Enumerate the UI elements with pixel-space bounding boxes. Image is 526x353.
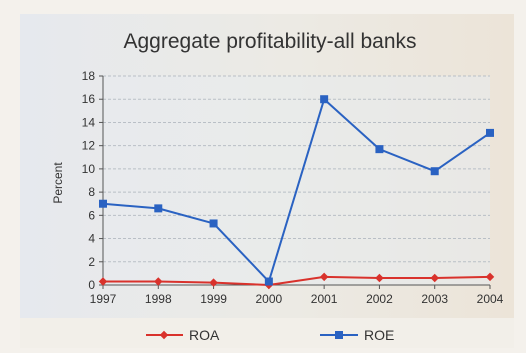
data-point-roa xyxy=(485,272,495,282)
y-tick-label: 0 xyxy=(88,278,95,292)
legend-box xyxy=(20,318,514,348)
series-line-roa xyxy=(103,275,491,286)
data-point-roa xyxy=(209,278,218,287)
x-tick-label: 2001 xyxy=(311,292,338,306)
legend-item-roa: ROA xyxy=(146,327,220,343)
legend-item-roe: ROE xyxy=(320,327,394,343)
data-point-roe xyxy=(430,167,439,176)
plot-area xyxy=(103,76,490,285)
x-tick-label: 2002 xyxy=(366,292,393,306)
y-tick-label: 16 xyxy=(82,92,96,106)
data-point-roa xyxy=(375,273,384,283)
y-tick-label: 6 xyxy=(88,208,95,222)
data-point-roe xyxy=(209,219,218,228)
legend-label-roa: ROA xyxy=(189,327,220,343)
x-tick-label: 1999 xyxy=(200,292,227,306)
data-point-roa xyxy=(98,277,108,286)
legend-marker-roa xyxy=(159,330,169,340)
y-tick-label: 2 xyxy=(88,255,95,269)
x-tick-label: 2004 xyxy=(477,292,504,306)
x-tick-label: 1997 xyxy=(90,292,117,306)
data-point-roa xyxy=(319,272,329,282)
gridlines xyxy=(103,75,490,285)
data-point-roa xyxy=(430,273,439,283)
legend: ROA ROE xyxy=(146,327,394,343)
data-point-roe xyxy=(320,95,329,104)
data-point-roa xyxy=(154,277,163,286)
chart-title: Aggregate profitability-all banks xyxy=(124,30,417,53)
y-tick-label: 10 xyxy=(82,162,96,176)
data-point-roe xyxy=(375,145,384,154)
y-tick-label: 8 xyxy=(88,185,95,199)
tick-labels: 0 2 4 6 8 10 12 14 16 18 1997 1998 1999 2000 2001 2002 2… xyxy=(82,69,504,306)
y-tick-label: 18 xyxy=(82,69,96,83)
data-point-roe xyxy=(264,277,273,286)
y-axis-label: Percent xyxy=(51,162,65,204)
data-point-roe xyxy=(154,204,163,213)
axes xyxy=(99,75,491,289)
y-tick-label: 4 xyxy=(88,232,95,246)
y-tick-label: 14 xyxy=(82,115,96,129)
y-tick-label: 12 xyxy=(82,139,96,153)
data-point-roe xyxy=(486,128,494,137)
x-tick-label: 2003 xyxy=(421,292,448,306)
data-point-roe xyxy=(99,199,107,208)
legend-marker-roe xyxy=(335,331,343,339)
series-line-roe xyxy=(102,98,491,283)
x-tick-label: 1998 xyxy=(145,292,172,306)
series-layer xyxy=(98,95,495,290)
legend-label-roe: ROE xyxy=(364,327,394,343)
x-tick-label: 2000 xyxy=(256,292,283,306)
